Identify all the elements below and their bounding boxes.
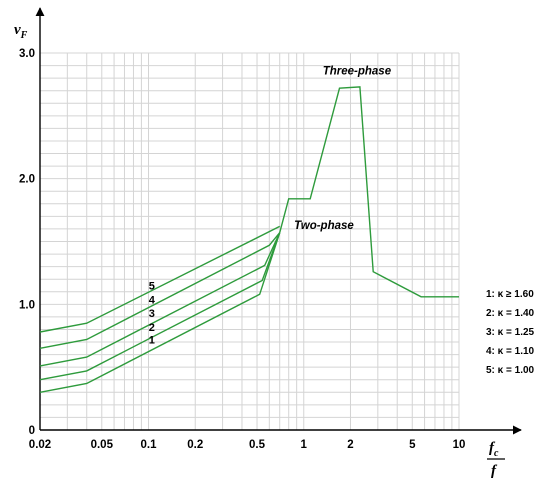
curve-4 (39, 232, 281, 349)
x-axis-label-numerator: fc (489, 440, 499, 459)
x-tick-label: 0.1 (141, 439, 158, 451)
x-tick-label: 2 (347, 439, 353, 451)
envelope-curve (279, 86, 459, 298)
curve-label-4: 4 (149, 294, 156, 306)
curve-label-3: 3 (149, 308, 155, 320)
y-axis-label: vF (14, 22, 28, 41)
x-tick-label: 1 (301, 439, 308, 451)
curve-1 (39, 232, 281, 393)
axes (35, 7, 522, 435)
legend-item: 5: κ = 1.00 (486, 365, 535, 376)
curve-5 (39, 225, 281, 333)
axis-labels: vF fc f (14, 22, 505, 479)
legend: 1: κ ≥ 1.60 2: κ = 1.40 3: κ = 1.25 4: κ = … (486, 289, 535, 376)
x-tick-label: 5 (409, 439, 416, 451)
legend-item: 1: κ ≥ 1.60 (486, 289, 534, 300)
x-tick-label: 0.05 (91, 439, 114, 451)
x-tick-label: 10 (453, 439, 466, 451)
x-tick-label: 0.5 (249, 439, 266, 451)
y-tick-label: 1.0 (19, 299, 35, 311)
legend-item: 4: κ = 1.10 (486, 346, 535, 357)
x-tick-label: 0.02 (29, 439, 51, 451)
x-tick-label: 0.2 (187, 439, 203, 451)
y-tick-label: 3.0 (19, 48, 35, 60)
y-tick-label: 2.0 (19, 174, 35, 186)
curve-3 (39, 232, 281, 367)
curves (39, 86, 459, 393)
annotations: 12 3 4 5 Three-phase Two-phase (149, 65, 392, 346)
legend-item: 2: κ = 1.40 (486, 308, 535, 319)
curve-label-2: 2 (149, 322, 155, 334)
annotation-three-phase: Three-phase (323, 65, 392, 77)
curve-label-1: 1 (149, 335, 155, 347)
x-axis-label-denominator: f (491, 463, 498, 479)
curve-2 (39, 232, 281, 381)
y-tick-label: 0 (29, 425, 35, 437)
annotation-two-phase: Two-phase (294, 220, 354, 232)
curve-label-5: 5 (149, 280, 155, 292)
grid (40, 52, 460, 430)
legend-item: 3: κ = 1.25 (486, 327, 535, 338)
